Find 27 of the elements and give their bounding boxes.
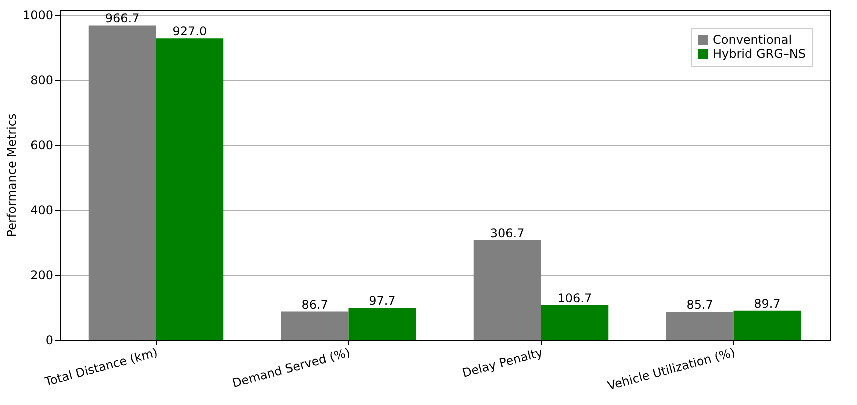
x-tick-label: Delay Penalty xyxy=(461,346,544,380)
bar xyxy=(666,312,734,340)
data-label: 86.7 xyxy=(302,298,328,312)
bar xyxy=(734,310,802,340)
x-tick-label: Total Distance (km) xyxy=(42,346,160,390)
data-label: 89.7 xyxy=(754,296,781,311)
data-label: 966.7 xyxy=(105,12,140,26)
y-tick-label: 200 xyxy=(30,268,54,282)
bar xyxy=(348,308,416,340)
bar xyxy=(88,26,156,340)
y-tick-label: 0 xyxy=(46,334,54,348)
data-label: 927.0 xyxy=(172,24,208,39)
y-axis-title: Performance Metrics xyxy=(4,114,19,238)
y-tick-label: 600 xyxy=(30,138,54,152)
bar xyxy=(281,312,349,340)
data-label: 306.7 xyxy=(490,226,525,240)
bar xyxy=(541,305,609,340)
data-label: 97.7 xyxy=(369,294,396,308)
y-tick-label: 1000 xyxy=(22,8,54,22)
y-tick-label: 400 xyxy=(30,203,54,218)
bar xyxy=(474,240,542,340)
data-label: 106.7 xyxy=(558,291,592,306)
y-tick-label: 800 xyxy=(30,73,54,88)
data-label: 85.7 xyxy=(686,298,714,312)
legend-label: Hybrid GRG–NS xyxy=(713,47,806,61)
legend-label: Conventional xyxy=(713,33,792,47)
bar xyxy=(156,38,224,340)
